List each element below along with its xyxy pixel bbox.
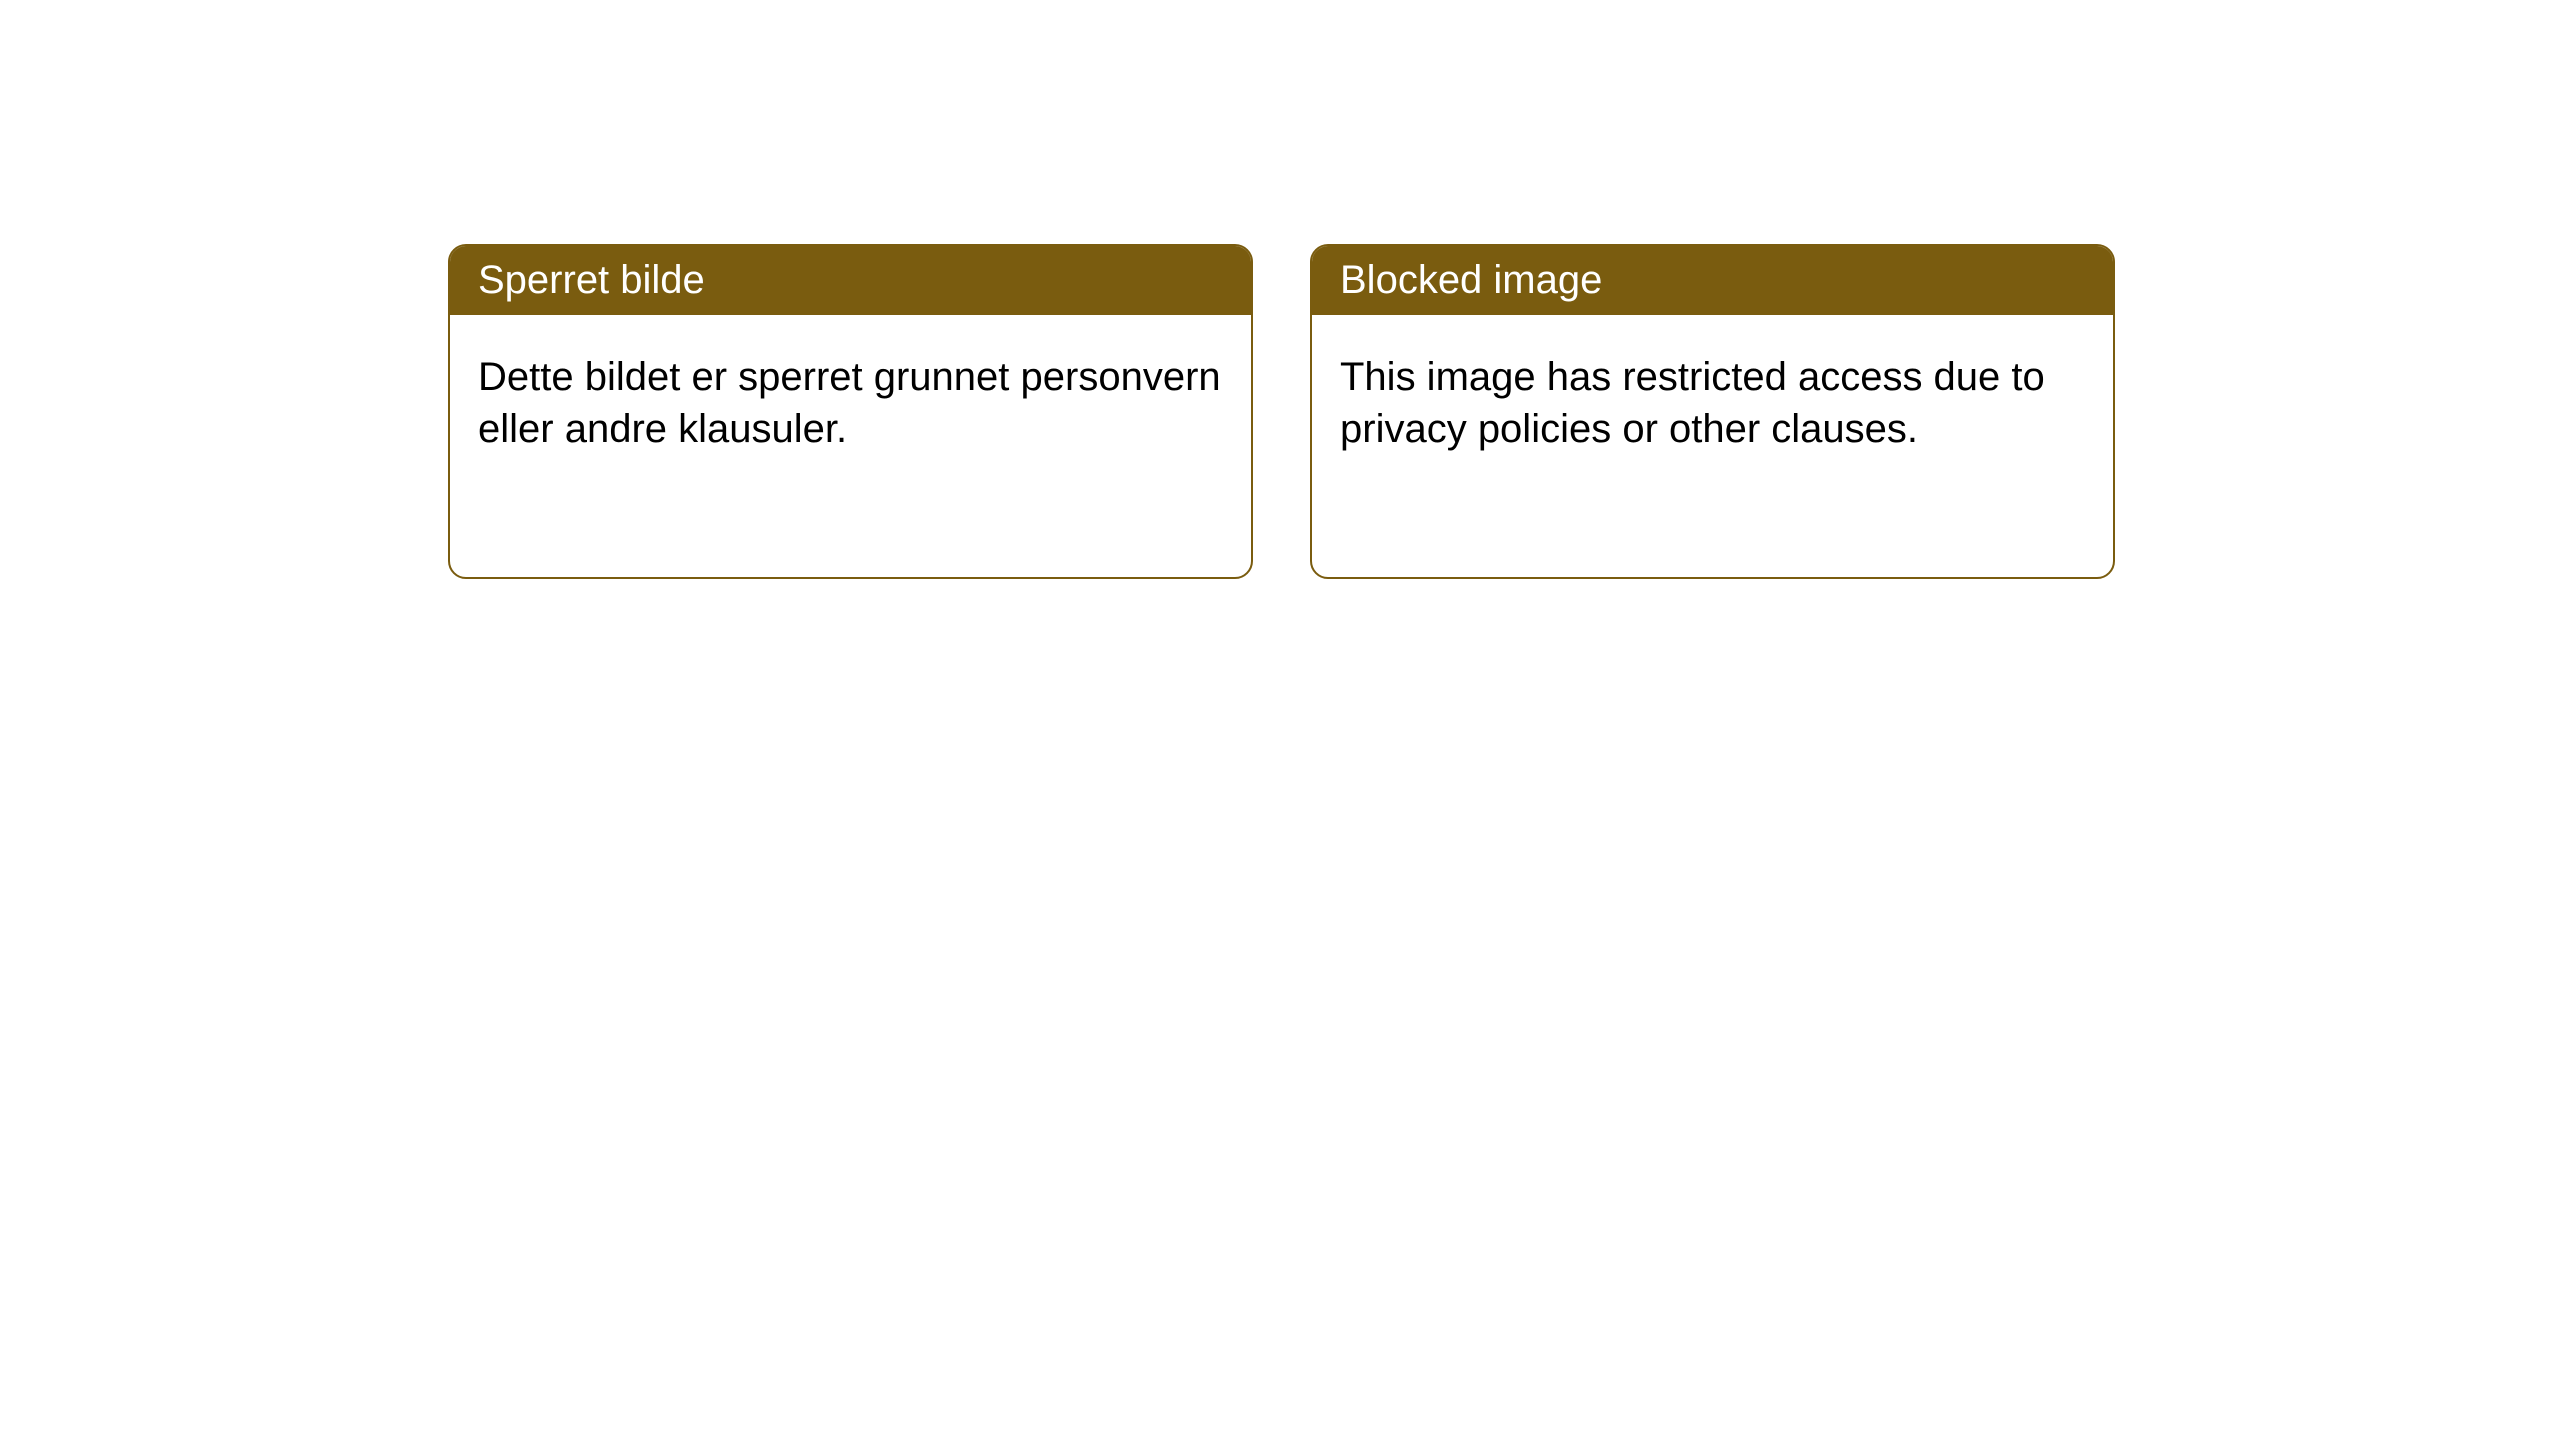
notice-box-english: Blocked image This image has restricted … [1310,244,2115,579]
notices-container: Sperret bilde Dette bildet er sperret gr… [0,0,2560,579]
notice-title-english: Blocked image [1312,246,2113,315]
notice-message-norwegian: Dette bildet er sperret grunnet personve… [450,315,1251,491]
notice-box-norwegian: Sperret bilde Dette bildet er sperret gr… [448,244,1253,579]
notice-title-norwegian: Sperret bilde [450,246,1251,315]
notice-message-english: This image has restricted access due to … [1312,315,2113,491]
